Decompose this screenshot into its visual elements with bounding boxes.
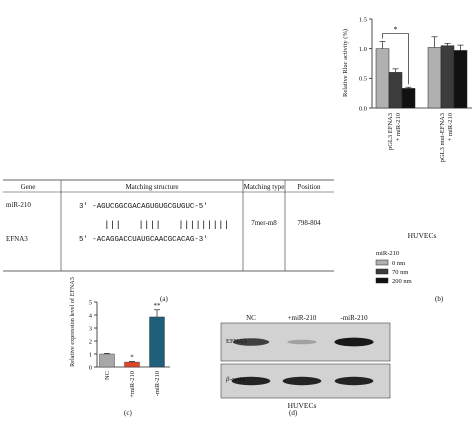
blot-caption: HUVECs — [288, 401, 317, 410]
b-legend-label: 200 nm — [392, 278, 412, 285]
b-legend-title: miR-210 — [376, 250, 399, 257]
b-y-tick-label: 1.0 — [359, 46, 367, 53]
b-y-axis-label: Relative Rluc activity (%) — [342, 29, 349, 97]
b-legend-label: 70 nm — [392, 269, 408, 276]
b-bar — [375, 48, 390, 109]
b-significance-bracket — [382, 33, 409, 85]
b-x-title: HUVECs — [408, 231, 437, 240]
table-header-structure: Matching structure — [125, 183, 178, 191]
table-seq-efna3: 5′ -ACAGGACCUAUGCAACGCACAG-3′ — [79, 236, 208, 244]
blot-lane-plus-mir210: +miR-210 — [288, 314, 317, 322]
b-legend-swatch — [375, 268, 389, 275]
c-significance-star: ** — [154, 302, 162, 310]
panel-a-table: Gene Matching structure Matching type Po… — [3, 179, 334, 303]
c-y-tick-label: 2 — [89, 338, 92, 345]
c-category-label: -miR-210 — [154, 371, 161, 396]
b-y-tick-label: 1.5 — [359, 16, 367, 23]
table-header-gene: Gene — [21, 183, 36, 191]
table-matching-type: 7mer-m8 — [251, 219, 277, 227]
table-header-type: Matching type — [244, 183, 285, 191]
a-panel-label: (a) — [160, 295, 168, 303]
table-gene-mir210: miR-210 — [6, 201, 31, 209]
blot-lane-minus-mir210: -miR-210 — [340, 314, 368, 322]
c-y-tick-label: 5 — [89, 299, 92, 306]
blot-band — [282, 376, 322, 386]
b-legend-label: 0 nm — [392, 260, 405, 267]
c-bar — [124, 361, 140, 368]
c-y-tick-label: 1 — [89, 351, 92, 358]
blot-band — [334, 337, 374, 347]
d-panel-label: (d) — [289, 409, 298, 417]
c-y-tick-label: 4 — [89, 312, 93, 319]
blot-lane-nc: NC — [246, 314, 256, 322]
blot-band — [232, 338, 270, 346]
blot-band — [334, 376, 374, 386]
b-group-label: + miR-210 — [447, 113, 454, 141]
c-bar — [149, 316, 165, 368]
b-bar — [401, 88, 416, 109]
b-group-label: pGL3 mut-EFNA3 — [439, 113, 446, 162]
b-group-label: + miR-210 — [395, 113, 402, 141]
table-header-position: Position — [298, 183, 321, 191]
panel-b-chart: 0.0 0.5 1.0 1.5 * Relative Rluc activity (%… — [342, 16, 472, 303]
blot-row-actin-label: β-actin — [225, 376, 244, 383]
c-y-axis-label: Relative expression level of EFNA3 — [69, 277, 76, 367]
b-significance-star: * — [394, 25, 398, 34]
b-y-tick-label: 0.5 — [359, 76, 367, 83]
b-y-tick-label: 0.0 — [359, 105, 367, 112]
blot-band — [287, 339, 317, 345]
c-y-tick-label: 0 — [89, 364, 92, 371]
c-category-label: NC — [104, 371, 111, 380]
panel-d-blot: NC +miR-210 -miR-210 EFNA3 β-actin HUVEC… — [220, 314, 391, 417]
b-bar — [388, 72, 403, 109]
blot-row-efna3-label: EFNA3 — [226, 338, 246, 345]
b-panel-label: (b) — [435, 295, 444, 303]
b-legend-swatch — [375, 277, 389, 284]
b-group-label: pGL3 EFNA3 — [387, 113, 394, 150]
table-gene-efna3: EFNA3 — [6, 235, 28, 243]
blot-band — [231, 376, 271, 386]
table-position: 798-804 — [297, 219, 321, 227]
b-bar — [440, 45, 455, 109]
table-pairing-lines: ||| |||| ||||||||| — [104, 219, 229, 230]
c-panel-label: (c) — [124, 409, 132, 417]
b-legend-swatch — [375, 259, 389, 266]
c-y-tick-label: 3 — [89, 325, 92, 332]
c-significance-star: * — [130, 353, 134, 361]
c-bar — [99, 353, 115, 368]
table-seq-mir210: 3′ -AGUCGGCGACAGUGUGCGUGUC-5′ — [79, 203, 208, 211]
b-bar — [453, 50, 468, 109]
b-bar — [427, 47, 442, 109]
c-category-label: +miR-210 — [129, 371, 136, 398]
